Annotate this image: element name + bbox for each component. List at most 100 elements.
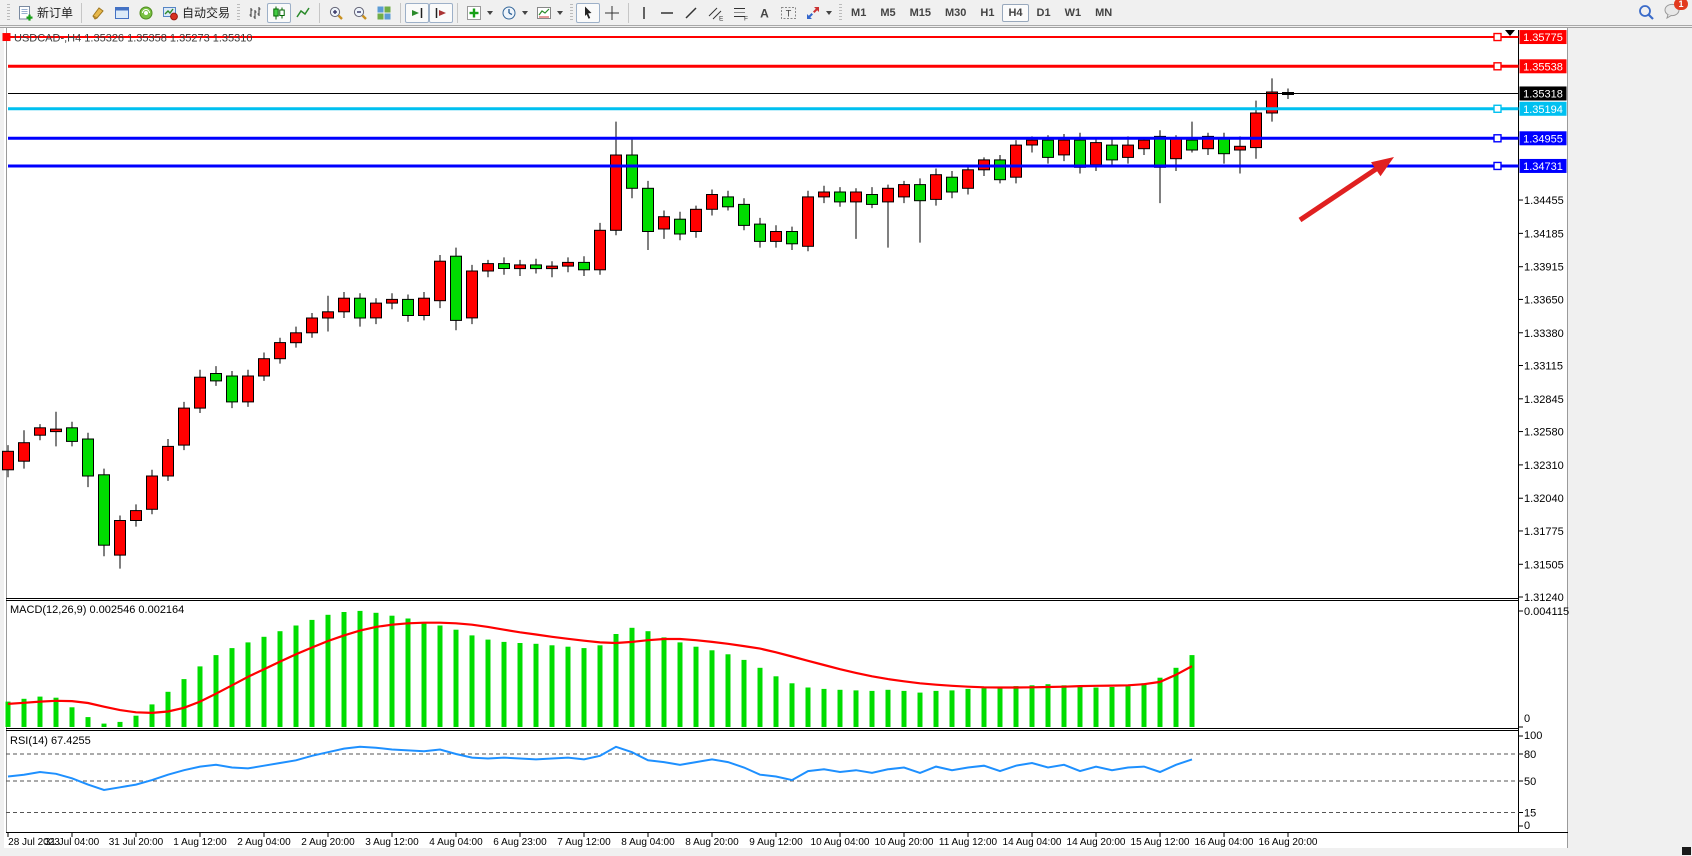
bar-chart-mode-button[interactable] bbox=[243, 3, 267, 23]
bear-candle bbox=[210, 373, 222, 382]
fibonacci-tool-button[interactable]: F bbox=[728, 3, 753, 23]
bull-candle bbox=[242, 375, 254, 403]
chart-background bbox=[4, 28, 1568, 848]
time-axis-label: 8 Aug 20:00 bbox=[685, 837, 739, 848]
price-axis-tick-label: 1.34455 bbox=[1524, 195, 1564, 207]
bear-candle bbox=[450, 255, 462, 321]
line-chart-icon bbox=[296, 7, 310, 17]
channel-tool-button[interactable]: E bbox=[703, 3, 728, 23]
timeframe-M1[interactable]: M1 bbox=[851, 6, 867, 19]
bear-candle bbox=[722, 196, 734, 208]
periods-button[interactable] bbox=[497, 3, 532, 23]
timeframe-M30[interactable]: M30 bbox=[945, 6, 967, 19]
bear-candle bbox=[1106, 144, 1118, 161]
notifications-button[interactable]: 1 bbox=[1663, 0, 1688, 24]
line-handle[interactable] bbox=[1493, 134, 1502, 143]
fibonacci-icon: F bbox=[734, 7, 748, 21]
scale-marker-icon[interactable] bbox=[1505, 30, 1515, 36]
bull-candle bbox=[1202, 135, 1214, 150]
line-handle[interactable] bbox=[1493, 161, 1502, 171]
vertical-line-tool-button[interactable] bbox=[633, 3, 655, 23]
arrows-tool-button[interactable] bbox=[801, 3, 836, 23]
bull-candle bbox=[802, 196, 814, 247]
zoom-in-button[interactable] bbox=[324, 3, 348, 23]
auto-trading-icon bbox=[163, 6, 178, 20]
bear-candle bbox=[226, 375, 238, 403]
chart-window-button[interactable] bbox=[110, 3, 134, 23]
cursor-icon bbox=[585, 6, 592, 19]
separator bbox=[400, 2, 402, 23]
bull-candle bbox=[386, 298, 398, 304]
bear-candle bbox=[754, 223, 766, 242]
line-handle[interactable] bbox=[1493, 104, 1502, 113]
bull-candle bbox=[930, 174, 942, 200]
horizontal-line-tool-button[interactable] bbox=[655, 3, 679, 23]
resize-grip[interactable] bbox=[1682, 847, 1691, 855]
bear-candle bbox=[66, 427, 78, 442]
crosshair-tool-button[interactable] bbox=[600, 3, 624, 23]
timeframe-M5[interactable]: M5 bbox=[880, 6, 896, 19]
indicators-button[interactable] bbox=[462, 3, 497, 23]
tile-windows-button[interactable] bbox=[372, 3, 396, 23]
bull-candle bbox=[610, 154, 622, 231]
chart-shift-button[interactable] bbox=[429, 2, 454, 23]
auto-trading-button[interactable]: 自动交易 bbox=[158, 3, 234, 23]
auto-scroll-button[interactable] bbox=[405, 2, 430, 23]
line-handle[interactable] bbox=[1493, 32, 1502, 42]
bear-candle bbox=[1042, 139, 1054, 158]
price-axis-tick-label: 1.34185 bbox=[1524, 228, 1564, 240]
bear-candle bbox=[402, 298, 414, 316]
bull-candle bbox=[114, 520, 126, 556]
price-chart[interactable]: 1.34455 1.34185 1.33915 1.33650 1.33380 1.331… bbox=[0, 26, 1692, 856]
zoom-out-button[interactable] bbox=[348, 3, 372, 23]
timeframe-W1[interactable]: W1 bbox=[1064, 6, 1082, 19]
signals-button[interactable] bbox=[134, 3, 158, 23]
cursor-tool-button[interactable] bbox=[576, 2, 601, 23]
candlestick-mode-button[interactable] bbox=[267, 2, 292, 23]
separator bbox=[457, 2, 459, 23]
bull-candle bbox=[1122, 144, 1134, 158]
new-order-button[interactable]: 新订单 bbox=[13, 3, 77, 23]
line-handle[interactable] bbox=[1493, 62, 1502, 71]
search-icon[interactable] bbox=[1638, 4, 1655, 21]
text-label-tool-button[interactable]: T bbox=[776, 3, 801, 23]
toolbar-grip bbox=[839, 3, 843, 22]
text-tool-button[interactable]: A bbox=[753, 3, 776, 23]
price-level-label-bg bbox=[1519, 30, 1567, 45]
bull-candle bbox=[194, 376, 206, 409]
timeframe-H4[interactable]: H4 bbox=[1002, 3, 1029, 22]
line-handle[interactable] bbox=[2, 33, 11, 42]
separator bbox=[81, 2, 83, 23]
bear-candle bbox=[578, 261, 590, 271]
time-axis-label: 10 Aug 20:00 bbox=[875, 837, 934, 848]
bull-candle bbox=[1010, 144, 1022, 178]
bear-candle bbox=[82, 438, 94, 477]
trend-arrow-head[interactable] bbox=[1371, 157, 1394, 177]
market-watch-button[interactable] bbox=[86, 3, 110, 23]
auto-scroll-icon bbox=[412, 7, 423, 18]
timeframe-D1[interactable]: D1 bbox=[1036, 6, 1051, 19]
time-axis-label: 31 Jul 20:00 bbox=[109, 837, 164, 848]
line-chart-mode-button[interactable] bbox=[291, 3, 315, 23]
bear-candle bbox=[1218, 138, 1230, 155]
bull-candle bbox=[882, 187, 894, 203]
price-level-label-bg bbox=[1519, 59, 1567, 74]
bull-candle bbox=[1234, 145, 1246, 151]
time-axis-label: 16 Aug 20:00 bbox=[1259, 837, 1318, 848]
time-axis-label: 11 Aug 12:00 bbox=[939, 837, 998, 848]
notification-badge: 1 bbox=[1674, 0, 1688, 10]
timeframe-MN[interactable]: MN bbox=[1095, 6, 1113, 19]
trend-arrow-shaft[interactable] bbox=[1298, 164, 1381, 223]
timeframe-M15[interactable]: M15 bbox=[909, 6, 931, 19]
chart-shift-icon bbox=[435, 7, 447, 18]
bull-candle bbox=[274, 342, 286, 360]
bear-candle bbox=[498, 263, 510, 270]
svg-text:E: E bbox=[719, 15, 724, 21]
bear-candle bbox=[1154, 135, 1166, 168]
timeframe-H1[interactable]: H1 bbox=[980, 6, 995, 19]
trendline-tool-button[interactable] bbox=[679, 3, 703, 23]
timeframe-toolbar: M1 M5 M15 M30 H1 H4 D1 W1 MN bbox=[845, 3, 1118, 22]
macd-signal-line bbox=[7, 621, 1193, 715]
templates-button[interactable] bbox=[532, 3, 567, 23]
